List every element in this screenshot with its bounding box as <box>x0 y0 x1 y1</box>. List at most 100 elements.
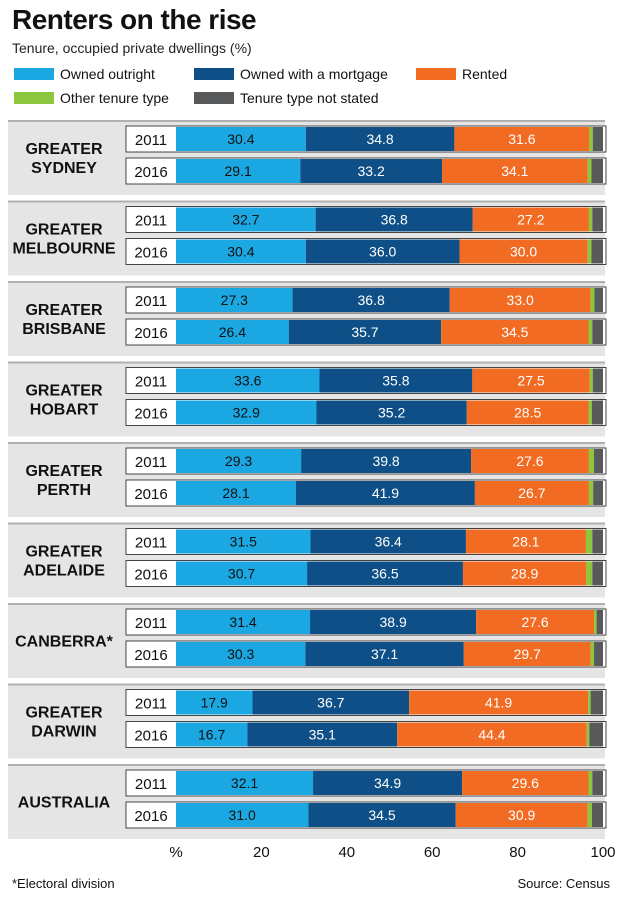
bar-segment <box>591 400 603 425</box>
bar-segment <box>590 642 595 666</box>
legend-swatch <box>416 68 456 80</box>
data-label: 30.4 <box>227 131 254 147</box>
bar-segment <box>596 610 603 634</box>
bar-segment <box>176 561 308 586</box>
group-separator <box>8 683 605 686</box>
bar-segment <box>455 803 588 827</box>
bar-segment <box>300 159 443 183</box>
year-label: 2011 <box>135 293 167 310</box>
year-label: 2016 <box>134 567 167 584</box>
bar-segment <box>588 690 591 715</box>
group-label: SYDNEY <box>31 160 97 177</box>
bar-segment <box>319 368 473 393</box>
year-label: 2011 <box>135 132 167 149</box>
bar-segment <box>587 239 592 264</box>
x-tick-label: 40 <box>338 844 355 860</box>
data-label: 29.7 <box>514 646 541 662</box>
data-label: 39.8 <box>372 453 399 469</box>
data-label: 34.5 <box>501 324 528 340</box>
group-label: GREATER <box>25 141 102 158</box>
year-label: 2016 <box>134 245 167 262</box>
group-separator <box>8 281 605 283</box>
data-label: 27.3 <box>221 292 248 308</box>
bar-segment <box>590 288 595 312</box>
bar-segment <box>176 642 306 666</box>
bar-segment <box>305 239 460 264</box>
bar-segment <box>462 561 587 586</box>
bar-segment <box>592 320 603 344</box>
group-separator <box>8 361 605 364</box>
legend-label: Tenure type not stated <box>240 90 379 106</box>
bar-segment <box>592 127 603 151</box>
bar-segment <box>176 159 301 183</box>
bar-segment <box>176 127 306 151</box>
bar-segment <box>176 690 253 715</box>
bar-segment <box>301 449 472 473</box>
group-label: ADELAIDE <box>23 563 105 580</box>
legend-label: Owned outright <box>60 66 155 82</box>
data-label: 35.2 <box>378 405 405 421</box>
bar-segment <box>587 159 592 183</box>
bar-segment <box>592 771 603 795</box>
bar-segment <box>472 368 590 393</box>
bar-segment <box>586 722 590 747</box>
group-separator <box>8 442 605 444</box>
data-label: 28.1 <box>222 485 249 501</box>
year-label: 2011 <box>135 696 167 713</box>
bar-segment <box>449 288 591 312</box>
data-label: 36.4 <box>375 534 402 550</box>
group-label: GREATER <box>25 302 102 319</box>
bar-segment <box>588 771 593 795</box>
x-tick-label: 100 <box>590 844 615 860</box>
legend-swatch <box>194 68 234 80</box>
legend-label: Rented <box>462 66 508 82</box>
data-label: 37.1 <box>371 646 398 662</box>
bar-segment <box>589 127 593 151</box>
group-label: DARWIN <box>31 724 96 741</box>
x-tick-label: 60 <box>424 844 441 860</box>
bar-segment <box>589 722 603 747</box>
bar-segment <box>591 159 603 183</box>
bar-segment <box>307 561 463 586</box>
bar-segment <box>176 771 314 795</box>
data-label: 30.3 <box>227 646 254 662</box>
bar-segment <box>590 690 603 715</box>
group-separator <box>8 522 605 525</box>
legend-item: Owned with a mortgage <box>194 66 388 82</box>
data-label: 33.6 <box>234 373 261 389</box>
data-label: 34.8 <box>366 131 393 147</box>
data-label: 29.3 <box>225 453 252 469</box>
bar-segment <box>466 400 589 425</box>
bar-segment <box>594 642 603 666</box>
legend-item: Other tenure type <box>14 90 169 106</box>
data-label: 41.9 <box>485 695 512 711</box>
bar-segment <box>454 127 590 151</box>
bar-segment <box>593 481 603 505</box>
group-separator <box>8 603 605 605</box>
data-label: 34.5 <box>368 807 395 823</box>
data-label: 31.6 <box>508 131 535 147</box>
source-note: Source: Census <box>517 876 611 891</box>
data-label: 27.2 <box>517 212 544 228</box>
bar-segment <box>459 239 588 264</box>
legend-swatch <box>14 92 54 104</box>
bar-segment <box>592 561 603 586</box>
x-tick-label: % <box>169 844 182 860</box>
bar-segment <box>176 803 309 827</box>
year-label: 2016 <box>134 728 167 745</box>
x-tick-label: 20 <box>253 844 270 860</box>
data-label: 29.1 <box>225 163 252 179</box>
chart-title: Renters on the rise <box>12 4 257 35</box>
bar-segment <box>305 642 464 666</box>
bar-segment <box>442 159 588 183</box>
group-label: HOBART <box>30 402 99 419</box>
bar-segment <box>313 771 463 795</box>
bar-segment <box>176 481 296 505</box>
year-label: 2011 <box>135 776 167 793</box>
data-label: 34.9 <box>374 775 401 791</box>
year-label: 2016 <box>134 486 167 503</box>
data-label: 32.1 <box>231 775 258 791</box>
year-label: 2016 <box>134 325 167 342</box>
data-label: 31.5 <box>230 534 257 550</box>
data-label: 28.1 <box>512 534 539 550</box>
